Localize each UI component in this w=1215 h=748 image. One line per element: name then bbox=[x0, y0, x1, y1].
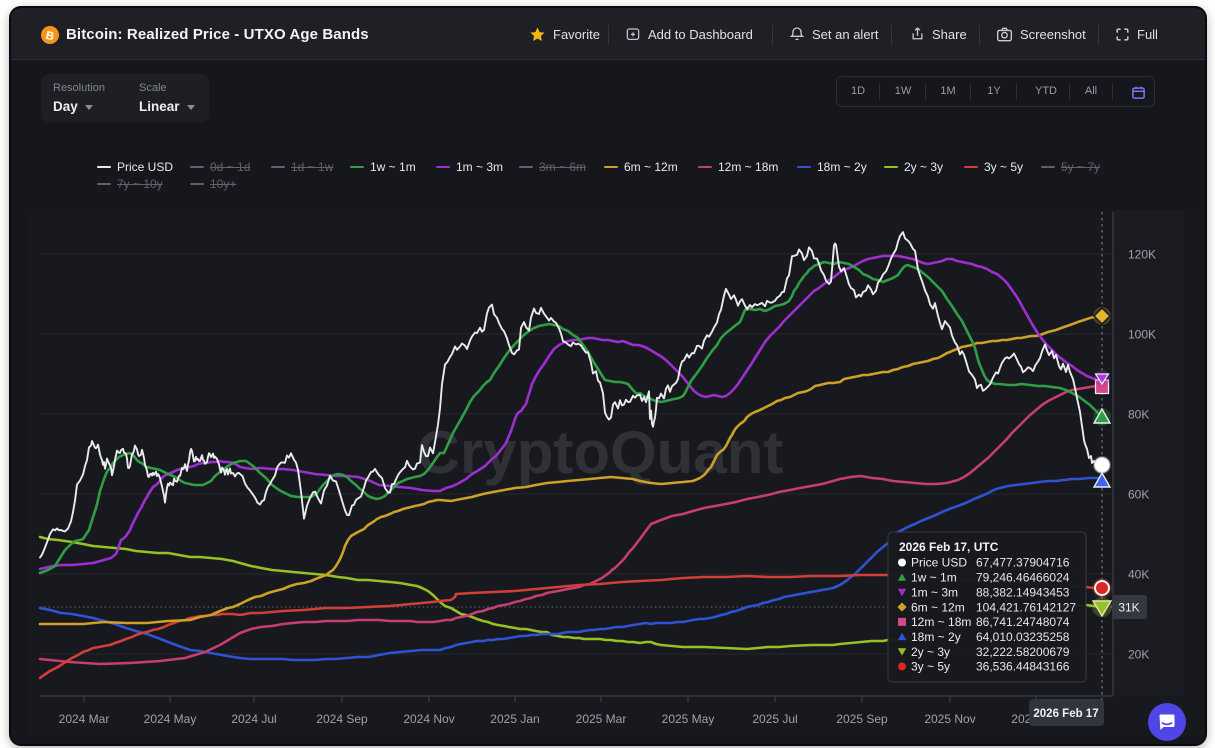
svg-text:79,246.46466024: 79,246.46466024 bbox=[976, 571, 1070, 585]
svg-text:20K: 20K bbox=[1128, 648, 1149, 662]
svg-text:31K: 31K bbox=[1118, 601, 1139, 615]
svg-text:32,222.58200679: 32,222.58200679 bbox=[976, 645, 1070, 659]
svg-text:2024 Mar: 2024 Mar bbox=[59, 712, 110, 726]
svg-text:2025 Jul: 2025 Jul bbox=[752, 712, 797, 726]
svg-text:2025 Sep: 2025 Sep bbox=[836, 712, 888, 726]
svg-text:6m ~ 12m: 6m ~ 12m bbox=[911, 600, 965, 614]
svg-text:100K: 100K bbox=[1128, 328, 1156, 342]
svg-text:1m ~ 3m: 1m ~ 3m bbox=[911, 585, 958, 599]
svg-text:18m ~ 2y: 18m ~ 2y bbox=[911, 630, 961, 644]
svg-text:2024 Nov: 2024 Nov bbox=[403, 712, 454, 726]
svg-text:2024 Sep: 2024 Sep bbox=[316, 712, 368, 726]
svg-text:60K: 60K bbox=[1128, 488, 1149, 502]
svg-text:64,010.03235258: 64,010.03235258 bbox=[976, 630, 1070, 644]
svg-text:120K: 120K bbox=[1128, 248, 1156, 262]
svg-text:2025 Nov: 2025 Nov bbox=[924, 712, 975, 726]
svg-text:2024 May: 2024 May bbox=[144, 712, 197, 726]
svg-text:88,382.14943453: 88,382.14943453 bbox=[976, 585, 1070, 599]
svg-text:2025 Mar: 2025 Mar bbox=[576, 712, 627, 726]
svg-text:40K: 40K bbox=[1128, 568, 1149, 582]
svg-text:Price USD: Price USD bbox=[911, 556, 967, 570]
svg-text:1w ~ 1m: 1w ~ 1m bbox=[911, 571, 957, 585]
svg-text:80K: 80K bbox=[1128, 408, 1149, 422]
svg-text:2026 Feb 17, UTC: 2026 Feb 17, UTC bbox=[899, 540, 999, 554]
svg-text:36,536.44843166: 36,536.44843166 bbox=[976, 660, 1070, 674]
svg-text:2y ~ 3y: 2y ~ 3y bbox=[911, 645, 950, 659]
svg-text:2025 May: 2025 May bbox=[662, 712, 715, 726]
svg-text:2026 Feb 17: 2026 Feb 17 bbox=[1033, 708, 1098, 720]
svg-text:67,477.37904716: 67,477.37904716 bbox=[976, 556, 1070, 570]
svg-text:CryptoQuant: CryptoQuant bbox=[417, 419, 784, 486]
svg-text:86,741.24748074: 86,741.24748074 bbox=[976, 615, 1070, 629]
svg-text:2024 Jul: 2024 Jul bbox=[231, 712, 276, 726]
svg-text:104,421.76142127: 104,421.76142127 bbox=[976, 600, 1076, 614]
svg-text:3y ~ 5y: 3y ~ 5y bbox=[911, 660, 950, 674]
svg-text:12m ~ 18m: 12m ~ 18m bbox=[911, 615, 971, 629]
svg-text:2025 Jan: 2025 Jan bbox=[490, 712, 539, 726]
svg-text:B: B bbox=[45, 30, 56, 43]
